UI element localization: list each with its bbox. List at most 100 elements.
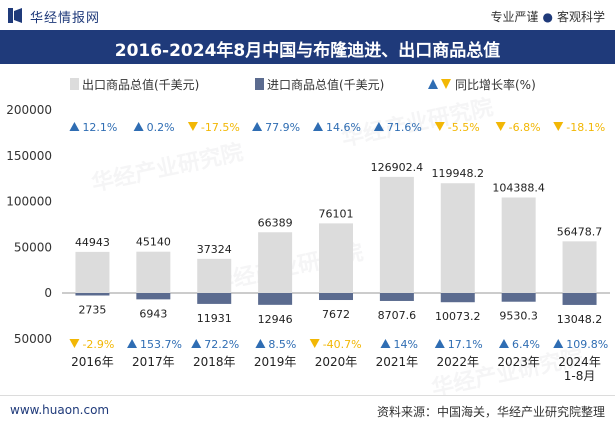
export-growth-label: 71.6% [387, 121, 422, 134]
export-growth-label: 0.2% [147, 121, 175, 134]
import-growth-label: 153.7% [140, 338, 182, 351]
export-growth-down-icon [495, 122, 506, 131]
import-value-label: 12946 [258, 313, 293, 326]
export-value-label: 76101 [319, 207, 354, 220]
chart-area: 200000 150000 100000 50000 0 50000 44943 2735 12… [6, 103, 610, 383]
export-value-label: 126902.4 [371, 161, 424, 174]
export-growth-up-icon [252, 122, 263, 131]
footer-source: 资料来源：中国海关，华经产业研究院整理 [376, 405, 605, 419]
export-value-label: 66389 [258, 216, 293, 229]
import-growth-label: -40.7% [323, 338, 362, 351]
import-value-label: 10073.2 [435, 310, 481, 323]
import-growth-down-icon [69, 339, 80, 348]
x-tick-label: 1-8月 [564, 369, 596, 383]
import-bar [136, 293, 171, 300]
export-value-label: 56478.7 [557, 225, 603, 238]
import-value-label: 9530.3 [499, 310, 538, 323]
export-growth-up-icon [69, 122, 80, 131]
export-bar [501, 197, 536, 293]
export-bar [319, 223, 353, 293]
import-growth-label: 17.1% [448, 338, 483, 351]
y-tick-label: 50000 [14, 332, 52, 346]
x-tick-label: 2020年 [315, 355, 358, 369]
import-growth-down-icon [309, 339, 320, 348]
footer-bar: www.huaon.com 资料来源：中国海关，华经产业研究院整理 [0, 395, 615, 427]
import-growth-label: 14% [393, 338, 417, 351]
import-bar [379, 293, 414, 301]
export-value-label: 104388.4 [492, 181, 545, 194]
x-tick-label: 2022年 [437, 355, 480, 369]
import-growth-up-icon [553, 339, 564, 348]
import-growth-up-icon [127, 339, 138, 348]
legend-label-export: 出口商品总值(千美元) [82, 78, 200, 92]
logo-icon [8, 8, 22, 23]
footer-site[interactable]: www.huaon.com [10, 403, 110, 417]
export-bar [136, 251, 171, 293]
export-bar [440, 183, 475, 293]
import-growth-up-icon [191, 339, 202, 348]
export-bar [562, 241, 597, 293]
y-tick-label: 50000 [14, 240, 52, 254]
import-value-label: 7672 [322, 308, 350, 321]
export-value-label: 119948.2 [432, 167, 485, 180]
export-growth-label: 12.1% [82, 121, 117, 134]
top-bar: 华经情报网 专业严谨 ● 客观科学 [0, 0, 615, 30]
import-growth-label: 8.5% [268, 338, 296, 351]
x-tick-label: 2024年 [558, 355, 601, 369]
legend-swatch-import [255, 78, 264, 90]
x-tick-label: 2016年 [71, 355, 114, 369]
export-growth-label: -17.5% [201, 121, 240, 134]
import-bar [440, 293, 475, 303]
export-growth-label: 77.9% [265, 121, 300, 134]
import-growth-up-icon [498, 339, 509, 348]
import-growth-label: 109.8% [566, 338, 608, 351]
export-bar [197, 258, 232, 293]
x-tick-label: 2017年 [132, 355, 175, 369]
legend-swatch-export [70, 78, 79, 90]
export-growth-down-icon [434, 122, 445, 131]
import-bar [75, 293, 110, 296]
export-bar [258, 232, 293, 293]
export-growth-up-icon [133, 122, 144, 131]
x-tick-label: 2021年 [376, 355, 419, 369]
import-value-label: 13048.2 [557, 313, 603, 326]
export-growth-label: -5.5% [448, 121, 480, 134]
chart-title: 2016-2024年8月中国与布隆迪进、出口商品总值 [114, 41, 501, 61]
export-growth-up-icon [373, 122, 384, 131]
x-tick-label: 2019年 [254, 355, 297, 369]
legend-label-growth: 同比增长率(%) [455, 78, 536, 92]
slogan-a: 专业严谨 [490, 10, 539, 24]
import-growth-label: 6.4% [512, 338, 540, 351]
import-value-label: 8707.6 [378, 309, 417, 322]
import-value-label: 2735 [78, 304, 106, 317]
export-growth-up-icon [313, 122, 323, 131]
export-value-label: 37324 [197, 243, 232, 256]
import-bar [319, 293, 353, 301]
import-bar [258, 293, 293, 305]
export-growth-label: 14.6% [326, 121, 361, 134]
import-value-label: 11931 [197, 312, 232, 325]
legend-growth-icon [428, 79, 451, 89]
y-tick-label: 100000 [6, 195, 52, 209]
import-growth-up-icon [434, 339, 445, 348]
export-growth-label: -6.8% [509, 121, 541, 134]
chart-legend: 出口商品总值(千美元) 进口商品总值(千美元) 同比增长率(%) [0, 70, 615, 94]
import-bar [501, 293, 536, 302]
title-band [0, 30, 615, 64]
slogan-separator: ● [542, 10, 553, 24]
import-value-label: 6943 [139, 307, 167, 320]
y-tick-label: 0 [44, 286, 52, 300]
legend-label-import: 进口商品总值(千美元) [267, 78, 385, 92]
import-bar [562, 293, 597, 305]
slogan-b: 客观科学 [556, 10, 605, 24]
import-growth-up-icon [380, 339, 391, 348]
export-value-label: 44943 [75, 236, 110, 249]
logo-text: 华经情报网 [30, 11, 101, 26]
export-growth-label: -18.1% [566, 121, 605, 134]
x-tick-label: 2023年 [497, 355, 540, 369]
y-tick-label: 200000 [6, 103, 52, 117]
export-growth-down-icon [187, 122, 198, 131]
import-bar [197, 293, 232, 304]
export-bar [75, 251, 110, 293]
y-tick-label: 150000 [6, 149, 52, 163]
